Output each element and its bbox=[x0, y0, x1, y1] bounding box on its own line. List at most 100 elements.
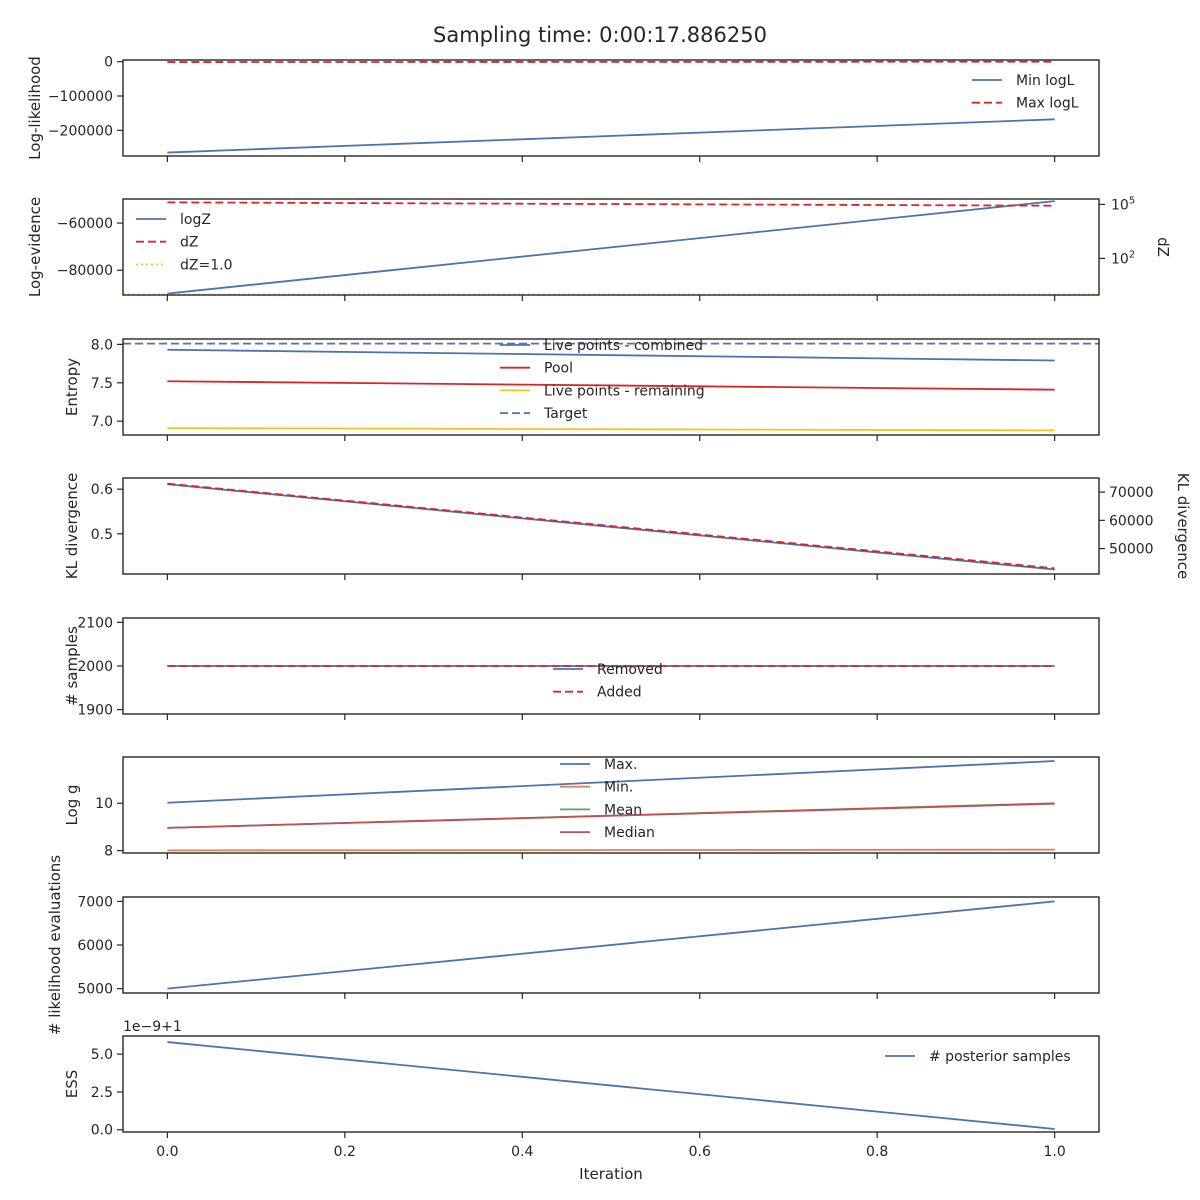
legend: logZ dZ dZ=1.0 bbox=[136, 212, 232, 273]
legend-entry: dZ bbox=[180, 235, 198, 251]
legend: Live points - combined Pool Live points - … bbox=[500, 338, 705, 422]
series-group bbox=[167, 482, 1055, 571]
legend-entry: Removed bbox=[597, 662, 663, 678]
legend: Max. Min. Mean Median bbox=[560, 757, 655, 841]
figure-title: Sampling time: 0:00:17.886250 bbox=[433, 23, 767, 47]
y-tick-label: 0 bbox=[104, 55, 113, 71]
series-line-series-2 bbox=[167, 482, 1055, 570]
x-tick-label: 0.6 bbox=[689, 1144, 711, 1160]
series-line-dz bbox=[167, 201, 1055, 207]
subplot-2: −60000 −80000 Log-evidence 105 102 dZ logZ dZ dZ… bbox=[26, 195, 1172, 301]
legend: Min logL Max logL bbox=[972, 73, 1079, 112]
series-group bbox=[123, 200, 1099, 295]
y-tick-label: 2100 bbox=[77, 615, 113, 631]
y-tick-label: 2.5 bbox=[91, 1085, 113, 1101]
y-tick-label: 5000 bbox=[77, 982, 113, 998]
series-group bbox=[167, 900, 1055, 990]
legend-entry: Mean bbox=[604, 802, 642, 818]
legend-entry: Median bbox=[604, 825, 655, 841]
legend-entry: Max. bbox=[604, 757, 637, 773]
axes-frame bbox=[122, 338, 1100, 436]
series-line-min- bbox=[167, 848, 1055, 852]
y-tick-label: 7.0 bbox=[91, 414, 113, 430]
subplot-8: 5.0 2.5 0.0 ESS 1e−9+1 # posterior samples 0.0… bbox=[63, 1019, 1100, 1183]
legend-entry: Min logL bbox=[1016, 73, 1075, 89]
axes-frame bbox=[122, 59, 1100, 157]
y-axis-label: Log-evidence bbox=[26, 197, 44, 297]
series-group bbox=[167, 60, 1055, 154]
series-line-live-points-remaining bbox=[167, 427, 1055, 432]
legend-entry: Added bbox=[597, 685, 642, 701]
y-tick-label: 6000 bbox=[77, 938, 113, 954]
subplot-4: 0.6 0.5 KL divergence 70000 60000 50000 KL div… bbox=[63, 473, 1192, 580]
y-axis-label: Entropy bbox=[63, 358, 81, 416]
y2-tick-label: 50000 bbox=[1109, 542, 1154, 558]
y-offset-text: 1e−9+1 bbox=[123, 1019, 182, 1035]
y-tick-label: −60000 bbox=[57, 216, 113, 232]
y-tick-label: 8 bbox=[104, 844, 113, 860]
y2-tick-label: 102 bbox=[1111, 249, 1135, 267]
legend-entry: Live points - remaining bbox=[544, 383, 705, 399]
legend-entry: Min. bbox=[604, 780, 633, 796]
series-line-pool bbox=[167, 380, 1055, 391]
y-tick-label: −200000 bbox=[48, 123, 113, 139]
x-tick-label: 1.0 bbox=[1044, 1144, 1066, 1160]
y-axis-label: Log-likelihood bbox=[26, 56, 44, 160]
series-group bbox=[167, 1041, 1055, 1130]
series-line-live-points-combined bbox=[167, 348, 1055, 362]
y-tick-label: 10 bbox=[95, 796, 113, 812]
axes-frame bbox=[122, 198, 1100, 296]
axes-frame bbox=[122, 1035, 1100, 1133]
y-tick-label: 0.5 bbox=[91, 527, 113, 543]
y-tick-label: 5.0 bbox=[91, 1047, 113, 1063]
series-group bbox=[167, 760, 1055, 852]
legend-entry: # posterior samples bbox=[929, 1049, 1071, 1065]
y2-tick-label: 70000 bbox=[1109, 485, 1154, 501]
y-axis-label: ESS bbox=[63, 1070, 81, 1099]
y2-axis-label: KL divergence bbox=[1174, 473, 1192, 579]
y-tick-label: 0.0 bbox=[91, 1123, 113, 1139]
series-line-median bbox=[167, 802, 1055, 829]
x-tick-label: 0.2 bbox=[334, 1144, 356, 1160]
series-line-max- bbox=[167, 760, 1055, 804]
y-tick-label: 2000 bbox=[77, 659, 113, 675]
x-tick-label: 0.0 bbox=[156, 1144, 178, 1160]
y-axis-label: # samples bbox=[63, 626, 81, 706]
x-axis-label: Iteration bbox=[579, 1165, 643, 1183]
x-tick-label: 0.8 bbox=[866, 1144, 888, 1160]
axes-frame bbox=[122, 756, 1100, 854]
legend-entry: Pool bbox=[544, 361, 573, 377]
series-line-series-1 bbox=[167, 900, 1055, 990]
subplot-6: 10 8 Log g Max. Min. Mean Median bbox=[63, 756, 1100, 860]
y2-tick-label: 60000 bbox=[1109, 513, 1154, 529]
y-tick-label: 8.0 bbox=[91, 337, 113, 353]
series-group bbox=[123, 342, 1099, 432]
legend-entry: logZ bbox=[180, 212, 211, 228]
y-tick-label: 7.5 bbox=[91, 376, 113, 392]
legend: Removed Added bbox=[553, 662, 663, 701]
series-line--posterior-samples bbox=[167, 1041, 1055, 1130]
legend-entry: Live points - combined bbox=[544, 338, 703, 354]
subplot-3: 8.0 7.5 7.0 Entropy Live points - combined Po… bbox=[63, 337, 1100, 441]
y2-axis-label: dZ bbox=[1154, 237, 1172, 257]
subplot-5: 2100 2000 1900# samples Removed Added bbox=[63, 615, 1100, 720]
series-line-logz bbox=[167, 200, 1055, 295]
y-axis-label: # likelihood evaluations bbox=[46, 855, 64, 1035]
y-tick-label: 1900 bbox=[77, 703, 113, 719]
x-tick-label: 0.4 bbox=[511, 1144, 533, 1160]
y-axis-label: KL divergence bbox=[63, 473, 81, 579]
subplot-7: 7000 6000 5000 # likelihood evaluations bbox=[46, 855, 1100, 1035]
legend: # posterior samples bbox=[885, 1049, 1071, 1065]
y-tick-label: −80000 bbox=[57, 263, 113, 279]
y-tick-label: −100000 bbox=[48, 89, 113, 105]
series-line-min-logl bbox=[167, 118, 1055, 154]
y-axis-label: Log g bbox=[63, 784, 81, 825]
legend-entry: dZ=1.0 bbox=[180, 257, 232, 273]
y-tick-label: 7000 bbox=[77, 894, 113, 910]
axes-frame bbox=[122, 477, 1100, 575]
legend-entry: Target bbox=[543, 406, 588, 422]
legend-entry: Max logL bbox=[1016, 96, 1079, 112]
